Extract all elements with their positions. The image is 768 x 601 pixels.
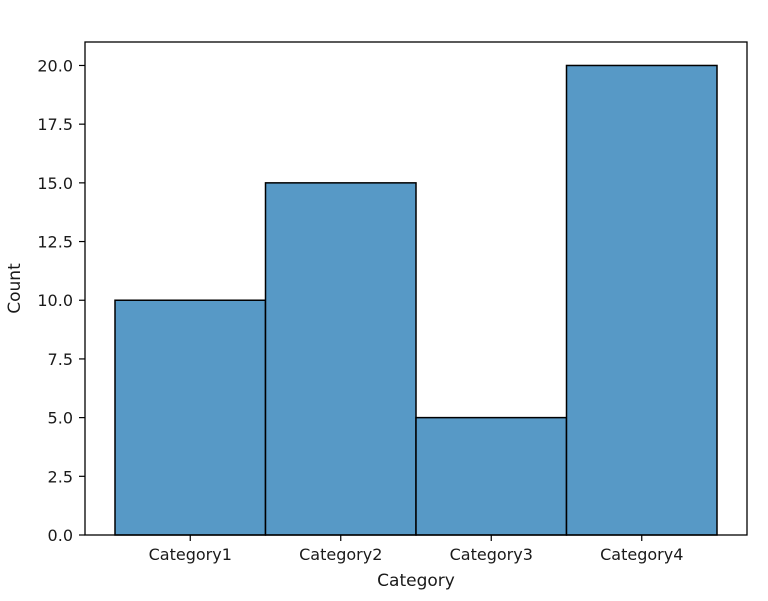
y-tick-label: 5.0 — [48, 409, 73, 428]
bar-category2 — [264, 182, 417, 536]
y-tick-label: 7.5 — [48, 350, 73, 369]
bar-category1 — [114, 299, 267, 536]
y-tick-label: 20.0 — [37, 56, 73, 75]
y-tick-label: 10.0 — [37, 291, 73, 310]
x-tick-label: Category3 — [450, 545, 533, 564]
x-axis-ticks: Category1 Category2 Category3 Category4 — [149, 535, 683, 564]
bar-category3 — [415, 416, 568, 536]
bar-category4 — [565, 64, 718, 536]
y-axis-ticks: 0.0 2.5 5.0 7.5 10.0 12.5 15.0 17.5 20.0 — [37, 56, 85, 545]
y-axis-label: Count — [5, 263, 25, 314]
y-tick-label: 15.0 — [37, 174, 73, 193]
y-tick-label: 0.0 — [48, 526, 73, 545]
x-tick-label: Category2 — [299, 545, 382, 564]
bars-layer — [114, 64, 718, 536]
y-tick-label: 2.5 — [48, 467, 73, 486]
x-axis-label: Category — [377, 571, 455, 591]
plot-frame — [84, 41, 748, 536]
x-tick-label: Category1 — [149, 545, 232, 564]
x-tick-label: Category4 — [600, 545, 683, 564]
y-tick-label: 12.5 — [37, 233, 73, 252]
y-tick-label: 17.5 — [37, 115, 73, 134]
